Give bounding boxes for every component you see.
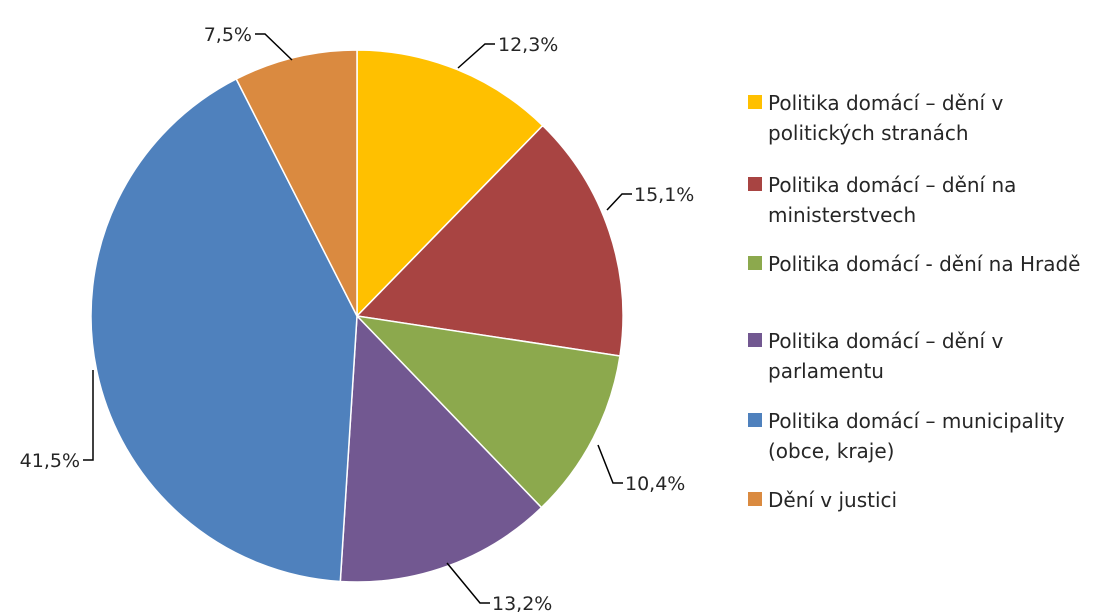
- legend-item: Politika domácí – dění na ministerstvech: [748, 170, 1103, 230]
- legend-label-line: parlamentu: [768, 359, 884, 383]
- pie-slice: [355, 124, 624, 357]
- data-labels: 12,3% 15,1% 10,4% 13,2% 41,5% 7,5%: [20, 24, 695, 612]
- legend-label-line: Politika domácí - dění na Hradě: [768, 252, 1081, 276]
- legend-label-line: politických stranách: [768, 121, 969, 145]
- legend-label: Politika domácí – dění na ministerstvech: [768, 170, 1103, 230]
- label-leader-lines: [83, 33, 632, 604]
- legend-swatch: [748, 333, 762, 347]
- pie-slice: [235, 49, 358, 317]
- leader-line: [606, 193, 632, 211]
- pie-slices: [90, 49, 624, 583]
- legend-label: Politika domácí – municipality (obce, kra…: [768, 406, 1103, 466]
- legend-swatch: [748, 95, 762, 109]
- data-label: 15,1%: [634, 184, 694, 206]
- legend-label: Politika domácí – dění v politických stra…: [768, 88, 1103, 148]
- legend-label-line: Politika domácí – dění v: [768, 91, 1004, 115]
- leader-line: [446, 562, 490, 604]
- legend-label-line: Dění v justici: [768, 488, 898, 512]
- legend-swatch: [748, 492, 762, 506]
- data-label: 12,3%: [498, 34, 558, 56]
- data-label: 41,5%: [20, 450, 80, 472]
- legend-label-line: (obce, kraje): [768, 439, 895, 463]
- legend-item: Dění v justici: [748, 485, 1103, 515]
- data-label: 7,5%: [204, 24, 252, 46]
- legend-item: Politika domácí - dění na Hradě: [748, 249, 1103, 279]
- pie-slice: [354, 314, 621, 509]
- legend-swatch: [748, 413, 762, 427]
- legend-label-line: Politika domácí – dění na: [768, 173, 1017, 197]
- legend-swatch: [748, 177, 762, 191]
- leader-line: [457, 43, 495, 69]
- pie-slice: [356, 49, 544, 318]
- pie-slice: [90, 77, 358, 583]
- legend-label: Politika domácí - dění na Hradě: [768, 249, 1103, 279]
- legend-item: Politika domácí – municipality (obce, kra…: [748, 406, 1103, 466]
- legend-label-line: Politika domácí – dění v: [768, 329, 1004, 353]
- legend-label: Dění v justici: [768, 485, 1103, 515]
- legend-item: Politika domácí – dění v politických stra…: [748, 88, 1103, 148]
- legend-label-line: ministerstvech: [768, 203, 917, 227]
- leader-line: [255, 33, 293, 61]
- legend-item: Politika domácí – dění v parlamentu: [748, 326, 1103, 386]
- legend-swatch: [748, 256, 762, 270]
- data-label: 10,4%: [625, 473, 685, 495]
- data-label: 13,2%: [492, 593, 552, 612]
- leader-line: [597, 444, 623, 484]
- leader-line: [83, 370, 94, 461]
- pie-chart: 12,3% 15,1% 10,4% 13,2% 41,5% 7,5%: [20, 24, 695, 612]
- legend-label-line: Politika domácí – municipality: [768, 409, 1065, 433]
- legend-label: Politika domácí – dění v parlamentu: [768, 326, 1103, 386]
